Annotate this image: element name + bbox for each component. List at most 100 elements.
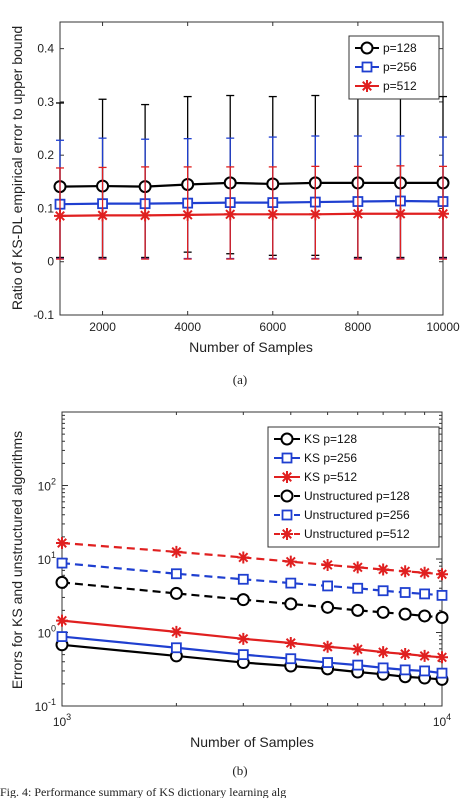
chart-b-data-point: [56, 614, 68, 627]
chart-a-series-p=512: [54, 165, 449, 260]
chart-b-data-point: [321, 640, 334, 653]
chart-b-data-point: [399, 587, 411, 598]
chart-b-ytick-label-base: 10: [38, 627, 52, 641]
chart-b-series-line: [61, 561, 443, 597]
chart-a-xtick-label: 4000: [174, 320, 201, 334]
chart-a-caption: (a): [233, 372, 247, 387]
chart-a: 2000 4000 6000 8000 10000 -0.1 0 0.1 0.2 0.3 0.4 p…: [9, 21, 460, 387]
chart-a-ytick-label: 0.2: [37, 148, 54, 162]
chart-b-series-line: [61, 541, 443, 576]
chart-b-data-point: [418, 566, 431, 579]
chart-b-series-line: [61, 581, 443, 619]
chart-b-series-Unstructured p=512: [56, 537, 448, 581]
chart-b-ytick-label-exp: 1: [51, 550, 56, 560]
chart-b-data-point: [352, 582, 364, 594]
chart-b-data-point: [169, 586, 183, 600]
chart-b-legend-label: Unstructured p=512: [304, 527, 410, 541]
chart-a-data-point: [224, 208, 237, 221]
chart-b-data-point: [170, 568, 182, 580]
chart-b-data-point: [322, 580, 334, 592]
chart-a-data-point: [394, 207, 407, 220]
chart-b-data-point: [399, 565, 412, 578]
chart-b-legend-label: Unstructured p=128: [304, 489, 410, 503]
chart-a-ylabel: Ratio of KS-DL empirical error to upper …: [9, 26, 25, 310]
chart-b-xtick-label-exp: 4: [446, 712, 451, 722]
chart-b-data-point: [436, 568, 448, 581]
chart-b-data-point: [377, 563, 390, 576]
chart-a-legend-label: p=512: [383, 79, 417, 93]
chart-b-series-Unstructured p=128: [55, 575, 449, 624]
chart-b-data-point: [284, 555, 297, 568]
chart-b-data-point: [352, 659, 364, 671]
chart-a-xtick-label: 10000: [426, 320, 460, 334]
chart-b-data-point: [351, 603, 365, 617]
chart-b-series-layer: [55, 537, 449, 686]
chart-a-data-point: [96, 209, 109, 222]
chart-b-series-line: [61, 643, 443, 681]
chart-b-data-point: [436, 667, 448, 679]
chart-b-ytick-label-base: 10: [38, 553, 52, 567]
chart-a-data-point: [351, 207, 364, 220]
chart-b-legend-marker: [281, 452, 293, 464]
chart-b-ytick-label: 10-1: [35, 697, 56, 714]
chart-a-data-point: [266, 208, 279, 221]
chart-a-series-line: [59, 199, 444, 206]
chart-b-ytick-label-exp: 2: [51, 477, 56, 487]
chart-b-data-point: [284, 636, 297, 649]
chart-a-data-point: [437, 207, 449, 220]
chart-b-data-point: [56, 557, 68, 569]
chart-a-xtick-label: 8000: [345, 320, 372, 334]
chart-b-xtick-label-exp: 3: [66, 712, 71, 722]
chart-b-data-point: [285, 653, 297, 665]
chart-b-data-point: [170, 625, 183, 638]
chart-b-data-point: [436, 651, 448, 664]
chart-b-legend-box: [267, 426, 440, 548]
chart-b-data-point: [351, 643, 364, 656]
chart-a-series-line: [59, 212, 443, 218]
chart-b-legend-marker: [280, 432, 294, 446]
chart-a-data-point: [54, 209, 66, 222]
chart-b-data-point: [170, 545, 183, 558]
chart-a-ytick-label: 0.1: [37, 201, 54, 215]
chart-b-ytick-label-exp: 0: [51, 624, 56, 634]
chart-b-data-point: [170, 642, 182, 654]
chart-a-xlabel: Number of Samples: [189, 339, 313, 355]
chart-b-data-point: [321, 600, 335, 614]
chart-b-data-point: [377, 646, 390, 659]
chart-a-legend-marker: [361, 80, 373, 92]
chart-a-data-point: [139, 209, 152, 222]
chart-b-legend-marker: [280, 489, 294, 503]
chart-b-data-point: [398, 607, 412, 621]
chart-a-series-layer: [53, 93, 450, 260]
chart-b-ytick-label-base: 10: [38, 480, 52, 494]
chart-b-data-point: [285, 577, 297, 589]
chart-b-legend-marker: [281, 471, 293, 483]
chart-b-ytick-label-exp: -1: [48, 697, 56, 707]
chart-b-series-line: [61, 619, 443, 659]
chart-b-data-point: [377, 662, 389, 674]
chart-a-ytick-label: 0.3: [37, 95, 54, 109]
chart-b-data-point: [237, 551, 250, 564]
chart-b-data-point: [55, 575, 69, 589]
chart-a-data-point: [309, 208, 322, 221]
chart-b-data-point: [435, 610, 449, 624]
chart-b-xtick-label: 103: [53, 712, 71, 729]
chart-b-data-point: [419, 588, 431, 600]
chart-b-data-point: [322, 657, 334, 668]
chart-b-xtick-label-base: 10: [53, 715, 67, 729]
chart-a-legend: p=128 p=256 p=512: [348, 35, 440, 100]
chart-b-data-point: [399, 647, 412, 660]
chart-b-legend-label: Unstructured p=256: [304, 508, 410, 522]
chart-b-series-line: [61, 635, 443, 675]
chart-b-ylabel: Errors for KS and unstructured algorithm…: [9, 431, 25, 689]
chart-a-xtick-label: 2000: [89, 320, 116, 334]
chart-b-data-point: [321, 558, 334, 571]
chart-b-legend-marker: [281, 509, 293, 521]
chart-b-data-point: [351, 561, 364, 574]
chart-b-data-point: [418, 609, 432, 623]
chart-b-series-KS p=512: [56, 614, 448, 664]
chart-b-ytick-label: 100: [38, 624, 56, 641]
chart-a-ytick-label: -0.1: [33, 308, 54, 322]
